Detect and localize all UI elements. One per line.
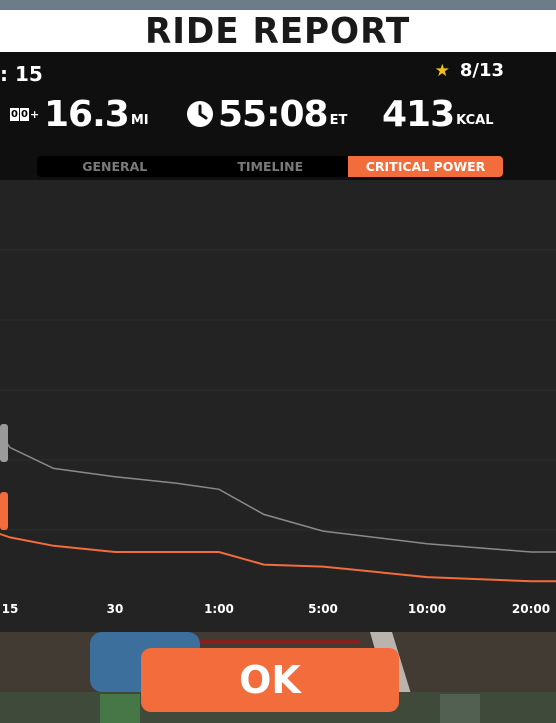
time-value: 55:08 [218, 94, 329, 135]
chart-area [0, 180, 556, 632]
x-tick-label: 15 [2, 602, 19, 616]
y-marker-orange [0, 492, 8, 530]
background-scene-top [0, 0, 556, 10]
level-label: : 15 [0, 62, 43, 86]
title-bar: RIDE REPORT [0, 10, 556, 52]
calories-unit: KCAL [456, 113, 494, 128]
chart-grid [0, 249, 556, 531]
odometer-icon: 0 0 + [10, 107, 40, 121]
x-axis: 15 30 1:00 5:00 10:00 20:00 [2, 602, 550, 616]
calories-stat: 413 KCAL [382, 96, 494, 134]
x-axis-band [0, 598, 556, 632]
rating: ★ 8/13 [435, 60, 504, 81]
tab-general[interactable]: GENERAL [82, 159, 148, 174]
x-tick-label: 10:00 [408, 602, 446, 616]
star-icon: ★ [434, 60, 450, 81]
distance-value: 16.3 [44, 94, 130, 135]
series-line-2 [0, 532, 556, 583]
tab-timeline[interactable]: TIMELINE [237, 159, 304, 174]
distance-stat: 0 0 + 16.3 MI [10, 96, 149, 134]
calories-value: 413 [382, 94, 455, 135]
x-tick-label: 1:00 [204, 602, 234, 616]
y-marker-gray [0, 424, 8, 462]
page-title: RIDE REPORT [145, 10, 411, 52]
x-tick-label: 30 [107, 602, 124, 616]
report-tabs: GENERAL TIMELINE CRITICAL POWER [37, 156, 503, 177]
chart-series [0, 432, 556, 583]
clock-icon [187, 101, 213, 127]
time-stat: 55:08 ET [186, 96, 347, 134]
x-tick-label: 20:00 [512, 602, 550, 616]
tab-critical-power[interactable]: CRITICAL POWER [348, 156, 503, 177]
time-unit: ET [329, 113, 348, 128]
x-tick-label: 5:00 [308, 602, 338, 616]
series-line-1 [0, 432, 556, 553]
rating-value: 8/13 [459, 60, 504, 81]
critical-power-chart: 15 30 1:00 5:00 10:00 20:00 [0, 249, 556, 632]
ok-button[interactable]: OK [141, 648, 399, 712]
distance-unit: MI [130, 113, 149, 128]
